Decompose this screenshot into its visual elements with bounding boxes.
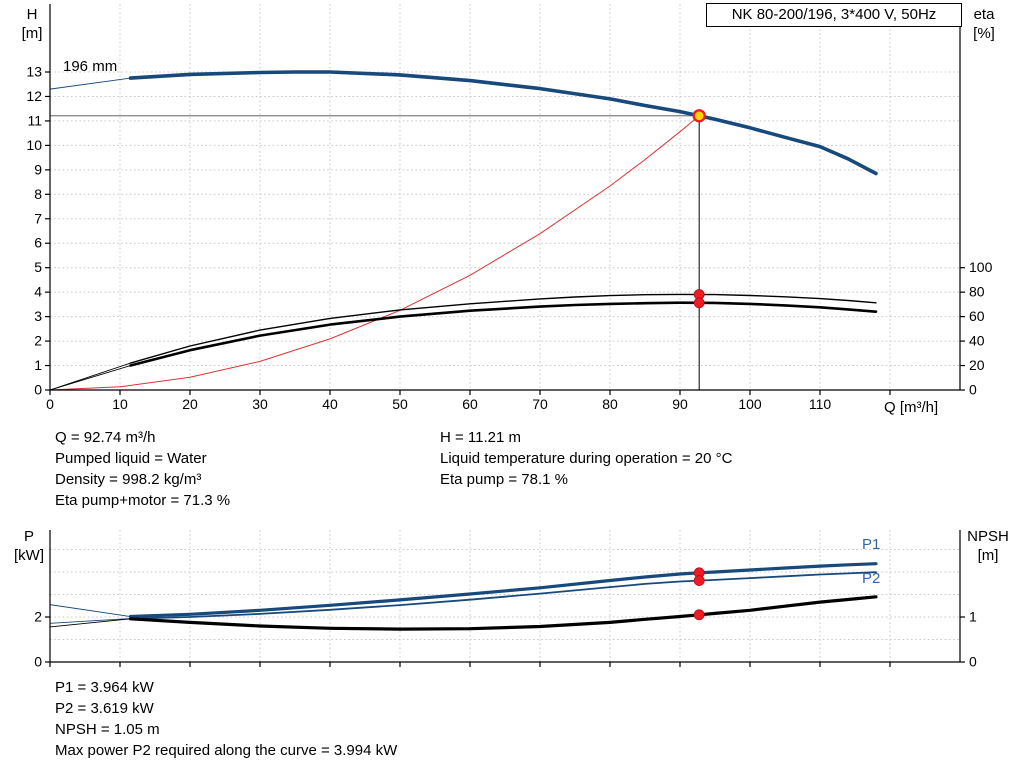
y-axis-tick-label: 1 [969,609,977,625]
x-axis-tick-label: 30 [252,396,268,412]
y-axis-tick-label: 60 [969,308,985,324]
npsh-axis-title: NPSH [m] [960,527,1016,565]
y-axis-tick-label: 100 [969,259,993,275]
h-axis-title: H [m] [13,5,51,43]
eta-axis-unit: [%] [973,25,995,42]
result-max-power: Max power P2 required along the curve = … [55,742,398,759]
npsh-curve [128,595,878,631]
result-liquid: Pumped liquid = Water [55,450,207,467]
result-npsh: NPSH = 1.05 m [55,721,160,738]
eta-pump-motor-curve [129,301,878,367]
y-axis-tick-label: 40 [969,333,985,349]
y-axis-tick-label: 0 [34,382,42,398]
p2-curve-label: P2 [862,570,881,587]
y-axis-tick-label: 20 [969,357,985,373]
result-p2: P2 = 3.619 kW [55,700,154,717]
result-eta-pump-motor: Eta pump+motor = 71.3 % [55,492,231,509]
y-axis-tick-label: 1 [34,357,42,373]
q-axis-title: Q [m³/h] [884,399,939,416]
p-axis-name: P [23,528,34,545]
operating-point-marker[interactable] [692,109,706,123]
npsh-curve-lead-line [49,618,131,628]
y-axis-tick-label: 80 [969,284,985,300]
duty-results-right: H = 11.21 m Liquid temperature during op… [440,429,732,492]
y-axis-tick-label: 2 [34,333,42,349]
y-axis-tick-label: 9 [34,161,42,177]
p2-curve-lead-line [49,618,131,624]
h-axis-name: H [26,6,38,23]
x-axis-tick-label: 40 [322,396,338,412]
p-axis-title: P [kW] [7,527,51,565]
x-axis-tick-label: 0 [46,396,54,412]
result-h: H = 11.21 m [440,429,522,446]
x-axis-tick-label: 60 [462,396,478,412]
eta-pump-motor-curve-lead-line [49,365,131,391]
y-axis-tick-label: 4 [34,284,42,300]
y-axis-tick-label: 6 [34,235,42,251]
x-axis-tick-label: 50 [392,396,408,412]
duty-point-dot [693,297,705,309]
eta-axis-title: eta [%] [962,5,1006,43]
y-axis-tick-label: 0 [969,654,977,670]
result-p1: P1 = 3.964 kW [55,679,154,696]
x-axis-tick-label: 80 [602,396,618,412]
p2-curve [129,571,877,620]
p1-curve [128,562,878,619]
y-axis-tick-label: 5 [34,259,42,275]
x-axis-tick-label: 100 [738,396,762,412]
result-density: Density = 998.2 kg/m³ [55,471,202,488]
y-axis-tick-label: 11 [27,112,42,128]
duty-point-dot [693,575,705,586]
p1-curve-lead-line [49,604,131,617]
x-axis-tick-label: 90 [672,396,688,412]
y-axis-tick-label: 2 [34,609,42,625]
h-axis-unit: [m] [21,25,43,42]
system-curve [49,115,700,391]
y-axis-tick-label: 8 [34,186,42,202]
y-axis-tick-label: 12 [26,88,42,104]
power-results: P1 = 3.964 kW P2 = 3.619 kW NPSH = 1.05 … [55,679,397,763]
pump-curve-lead-line [49,77,131,90]
y-axis-tick-label: 10 [26,137,42,153]
x-axis-tick-label: 70 [532,396,548,412]
x-axis-tick-label: 10 [112,396,128,412]
result-q: Q = 92.74 m³/h [55,429,156,446]
p-axis-unit: [kW] [14,547,44,564]
pump-title-box: NK 80-200/196, 3*400 V, 50Hz [706,3,962,27]
eta-pump-curve [129,293,877,364]
impeller-size-label: 196 mm [63,58,118,75]
result-temperature: Liquid temperature during operation = 20… [440,450,733,467]
x-axis-tick-label: 20 [182,396,198,412]
y-axis-tick-label: 3 [34,308,42,324]
y-axis-tick-label: 0 [969,382,977,398]
pump-curve [128,70,878,176]
y-axis-tick-label: 0 [34,654,42,670]
npsh-axis-name: NPSH [967,528,1009,545]
x-axis-tick-label: 110 [809,396,832,412]
y-axis-tick-label: 7 [34,210,42,226]
result-eta-pump: Eta pump = 78.1 % [440,471,568,488]
npsh-axis-unit: [m] [977,547,999,564]
p1-curve-label: P1 [862,536,881,553]
y-axis-tick-label: 13 [26,64,42,80]
duty-results-left: Q = 92.74 m³/h Pumped liquid = Water Den… [55,429,230,513]
duty-point-dot [693,609,705,621]
eta-axis-name: eta [973,6,995,23]
